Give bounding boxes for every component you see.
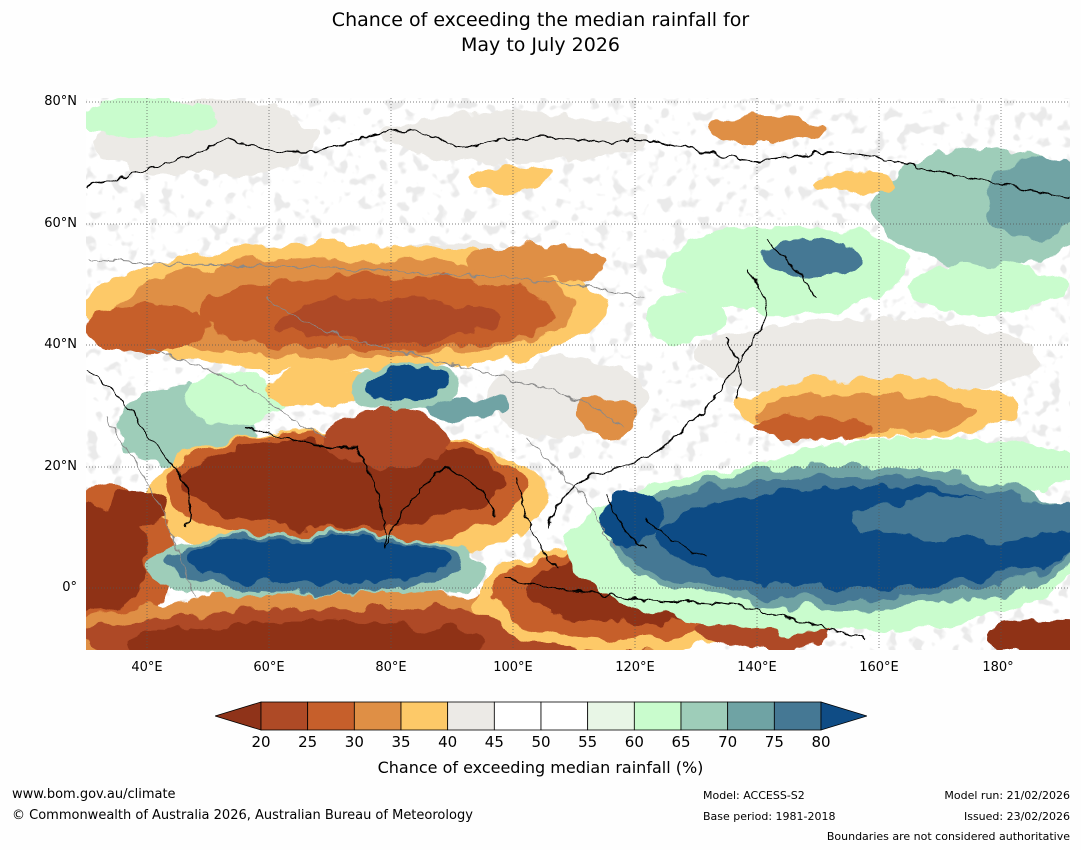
colorbar-segment bbox=[353, 701, 402, 731]
colorbar-tick-label: 55 bbox=[578, 733, 598, 751]
colorbar-tick-label: 70 bbox=[718, 733, 738, 751]
lat-label-60n: 60°N bbox=[44, 216, 77, 231]
footer-url[interactable]: www.bom.gov.au/climate bbox=[12, 787, 176, 802]
colorbar-tick-label: 75 bbox=[764, 733, 784, 751]
colorbar-segment bbox=[260, 701, 309, 731]
lon-label-40e: 40°E bbox=[131, 660, 163, 675]
colorbar bbox=[215, 701, 867, 731]
lon-label-80e: 80°E bbox=[375, 660, 407, 675]
colorbar-label: Chance of exceeding median rainfall (%) bbox=[377, 758, 704, 777]
colorbar-tick-label: 45 bbox=[484, 733, 504, 751]
colorbar-segment bbox=[307, 701, 355, 731]
title-line-1: Chance of exceeding the median rainfall … bbox=[331, 9, 750, 31]
colorbar-arrow-low bbox=[215, 701, 262, 731]
chart-title: Chance of exceeding the median rainfall … bbox=[0, 8, 1081, 58]
title-line-2: May to July 2026 bbox=[461, 34, 620, 56]
lon-label-60e: 60°E bbox=[253, 660, 285, 675]
colorbar-segment bbox=[680, 701, 729, 731]
colorbar-tick-label: 30 bbox=[344, 733, 364, 751]
footer-copyright: © Commonwealth of Australia 2026, Austra… bbox=[12, 808, 473, 823]
colorbar-tick-label: 40 bbox=[438, 733, 458, 751]
footer-base-period: Base period: 1981-2018 bbox=[703, 810, 836, 823]
lat-label-80n: 80°N bbox=[44, 94, 77, 109]
lon-label-120e: 120°E bbox=[615, 660, 655, 675]
colorbar-segment bbox=[633, 701, 682, 731]
colorbar-tick-label: 25 bbox=[298, 733, 318, 751]
lon-label-100e: 100°E bbox=[493, 660, 533, 675]
rainfall-map bbox=[86, 98, 1070, 650]
footer-disclaimer: Boundaries are not considered authoritat… bbox=[826, 830, 1070, 843]
country-borders bbox=[86, 257, 647, 599]
colorbar-tick-label: 80 bbox=[811, 733, 831, 751]
coastlines bbox=[86, 129, 1070, 639]
lon-label-140e: 140°E bbox=[737, 660, 777, 675]
lat-label-40n: 40°N bbox=[44, 337, 77, 352]
lat-label-20n: 20°N bbox=[44, 459, 77, 474]
colorbar-tick-label: 35 bbox=[391, 733, 411, 751]
colorbar-arrow-high bbox=[820, 701, 867, 731]
colorbar-tick-label: 65 bbox=[671, 733, 691, 751]
lon-label-180: 180° bbox=[982, 660, 1014, 675]
footer-model-run: Model run: 21/02/2026 bbox=[944, 789, 1070, 802]
footer-model: Model: ACCESS-S2 bbox=[703, 789, 805, 802]
colorbar-tick-label: 50 bbox=[531, 733, 551, 751]
colorbar-segment bbox=[400, 701, 449, 731]
colorbar-tick-label: 60 bbox=[624, 733, 644, 751]
colorbar-segment bbox=[540, 701, 589, 731]
colorbar-tick-label: 20 bbox=[251, 733, 271, 751]
colorbar-segment bbox=[493, 701, 542, 731]
lat-label-0: 0° bbox=[62, 580, 77, 595]
graticule bbox=[86, 98, 1070, 650]
colorbar-segment bbox=[587, 701, 635, 731]
colorbar-segment bbox=[773, 701, 822, 731]
colorbar-segment bbox=[727, 701, 775, 731]
lon-label-160e: 160°E bbox=[859, 660, 899, 675]
colorbar-segment bbox=[447, 701, 495, 731]
footer-issued: Issued: 23/02/2026 bbox=[963, 810, 1070, 823]
